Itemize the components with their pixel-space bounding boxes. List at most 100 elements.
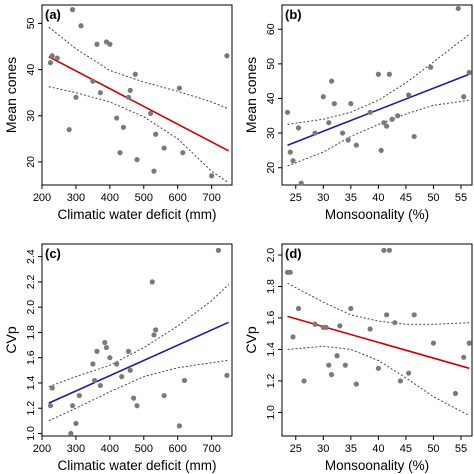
data-point bbox=[397, 378, 404, 384]
y-tick-label: 30 bbox=[25, 110, 37, 122]
x-tick-label: 40 bbox=[372, 192, 384, 204]
trend-line bbox=[48, 55, 229, 152]
x-tick-label: 300 bbox=[67, 192, 85, 204]
x-tick-label: 55 bbox=[455, 192, 467, 204]
data-point bbox=[406, 92, 412, 98]
y-tick-label: 2.0 bbox=[265, 248, 277, 263]
data-point bbox=[102, 339, 108, 346]
x-tick-label: 45 bbox=[400, 192, 412, 204]
data-point bbox=[120, 124, 127, 130]
data-point bbox=[69, 403, 76, 409]
x-tick-label: 500 bbox=[135, 443, 153, 455]
x-axis-label: Monsoonality (%) bbox=[325, 458, 429, 473]
data-point bbox=[353, 142, 359, 148]
confidence-band-upper bbox=[48, 284, 229, 388]
data-point bbox=[320, 94, 326, 100]
data-point bbox=[466, 69, 472, 76]
panel-label: (b) bbox=[285, 7, 302, 22]
y-tick-label: 2.2 bbox=[25, 274, 37, 289]
data-point bbox=[153, 131, 159, 137]
data-point bbox=[49, 53, 55, 59]
y-tick-label: 1.8 bbox=[25, 325, 37, 340]
data-point bbox=[97, 90, 103, 96]
data-point bbox=[342, 362, 348, 368]
data-point bbox=[125, 348, 132, 354]
data-point bbox=[353, 381, 359, 387]
data-point bbox=[161, 145, 167, 151]
data-point bbox=[176, 423, 183, 429]
plot-frame bbox=[281, 243, 473, 437]
data-point bbox=[69, 7, 76, 13]
data-point bbox=[389, 116, 395, 122]
data-point bbox=[132, 71, 138, 77]
data-point bbox=[94, 348, 100, 354]
data-point bbox=[107, 355, 113, 361]
data-point bbox=[386, 247, 392, 253]
data-point bbox=[114, 361, 120, 367]
data-point bbox=[114, 115, 120, 121]
x-tick-label: 50 bbox=[427, 443, 439, 455]
data-point bbox=[68, 430, 74, 437]
data-point bbox=[326, 362, 332, 368]
data-point bbox=[47, 403, 54, 409]
data-point bbox=[395, 113, 401, 119]
data-point bbox=[215, 247, 222, 253]
x-tick-label: 40 bbox=[372, 443, 384, 455]
data-point bbox=[430, 340, 437, 346]
data-point bbox=[181, 377, 188, 384]
data-point bbox=[78, 23, 84, 29]
data-point bbox=[91, 377, 98, 384]
data-point bbox=[287, 269, 293, 275]
data-point bbox=[384, 123, 390, 129]
x-tick-label: 300 bbox=[67, 443, 85, 455]
data-point bbox=[461, 94, 467, 100]
data-point bbox=[334, 353, 340, 359]
data-point bbox=[375, 365, 381, 371]
y-tick-label: 1.6 bbox=[265, 311, 277, 326]
data-point bbox=[455, 5, 461, 12]
data-point bbox=[94, 41, 100, 47]
confidence-band-lower bbox=[287, 345, 470, 416]
x-tick-label: 45 bbox=[400, 443, 412, 455]
x-tick-label: 50 bbox=[427, 192, 439, 204]
x-tick-label: 200 bbox=[33, 443, 51, 455]
data-point bbox=[97, 382, 103, 389]
data-point bbox=[54, 55, 60, 61]
data-point bbox=[348, 101, 354, 107]
data-point bbox=[90, 361, 96, 367]
data-point bbox=[452, 390, 459, 397]
y-tick-label: 50 bbox=[25, 17, 37, 29]
data-point bbox=[367, 326, 373, 332]
data-point bbox=[119, 374, 125, 380]
data-point bbox=[284, 109, 291, 115]
data-point bbox=[287, 149, 293, 155]
data-point bbox=[312, 321, 318, 327]
data-point bbox=[384, 312, 390, 318]
x-tick-label: 700 bbox=[202, 443, 220, 455]
x-axis-label: Climatic water deficit (mm) bbox=[57, 458, 216, 473]
y-tick-label: 1.0 bbox=[25, 426, 37, 441]
data-point bbox=[176, 85, 183, 91]
data-point bbox=[73, 420, 79, 426]
data-point bbox=[290, 334, 296, 340]
data-point bbox=[339, 130, 346, 136]
x-tick-label: 35 bbox=[345, 443, 357, 455]
data-point bbox=[411, 133, 417, 140]
panel-label: (a) bbox=[45, 7, 61, 22]
data-point bbox=[66, 127, 72, 133]
confidence-band-upper bbox=[48, 26, 229, 110]
data-point bbox=[131, 395, 137, 401]
y-tick-label: 20 bbox=[25, 156, 37, 168]
data-point bbox=[49, 385, 55, 391]
data-point bbox=[328, 78, 335, 84]
data-point bbox=[149, 279, 155, 285]
data-point bbox=[375, 71, 381, 77]
y-tick-label: 1.6 bbox=[25, 350, 37, 365]
x-axis-label: Climatic water deficit (mm) bbox=[57, 207, 216, 222]
data-point bbox=[209, 173, 215, 179]
data-point bbox=[147, 110, 154, 117]
data-point bbox=[107, 41, 113, 47]
confidence-band-lower bbox=[287, 99, 470, 167]
data-point bbox=[301, 378, 307, 384]
